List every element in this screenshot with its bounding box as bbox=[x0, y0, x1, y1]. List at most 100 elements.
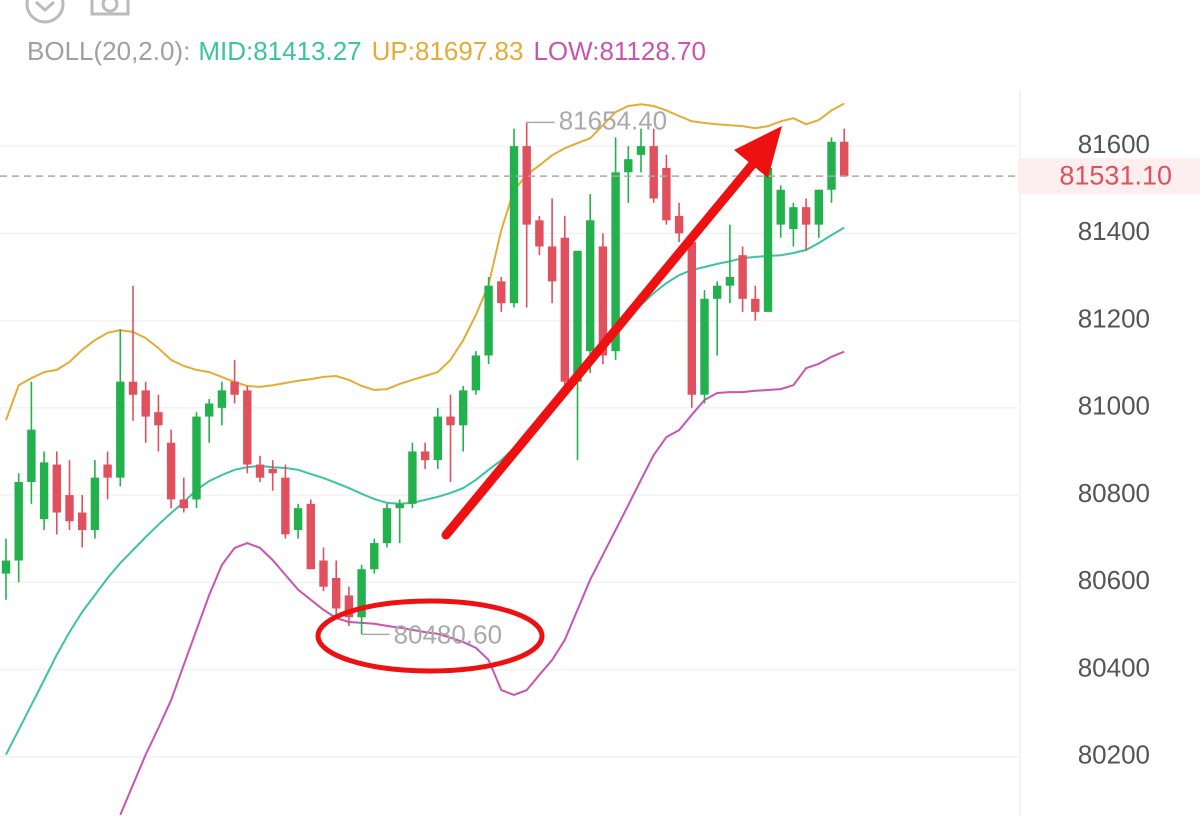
candle-body bbox=[192, 416, 201, 500]
candle-body bbox=[230, 381, 239, 395]
candle-body bbox=[814, 189, 823, 225]
legend-text: UP: bbox=[372, 36, 415, 66]
candle-body bbox=[382, 508, 392, 544]
y-tick-label: 81200 bbox=[1078, 303, 1150, 333]
candle-body bbox=[154, 412, 163, 426]
legend-text: 81697.83 bbox=[415, 36, 523, 66]
y-tick-label: 80800 bbox=[1078, 478, 1150, 508]
boll-line bbox=[119, 350, 845, 816]
current-price-box bbox=[1018, 158, 1200, 195]
y-tick-label: 80600 bbox=[1078, 565, 1150, 595]
candle-body bbox=[255, 464, 265, 478]
candle-body bbox=[586, 220, 595, 352]
candle-body bbox=[408, 451, 417, 504]
current-price-label: 81531.10 bbox=[1059, 160, 1172, 190]
candle-body bbox=[344, 595, 354, 618]
candle-body bbox=[547, 246, 557, 282]
trend-arrow bbox=[441, 160, 757, 540]
candle-body bbox=[484, 285, 493, 356]
icon-glyph bbox=[35, 0, 55, 13]
boll-line bbox=[5, 102, 845, 421]
boll-line bbox=[5, 226, 845, 756]
candle-body bbox=[776, 189, 785, 225]
y-tick-label: 81400 bbox=[1078, 216, 1150, 246]
candle-body bbox=[319, 560, 328, 587]
candle-body bbox=[141, 390, 150, 417]
candle-body bbox=[103, 464, 112, 478]
candle-body bbox=[395, 503, 404, 509]
y-tick-label: 81000 bbox=[1078, 391, 1150, 421]
candle-body bbox=[751, 298, 760, 312]
candle-body bbox=[39, 462, 49, 520]
candle-body bbox=[725, 276, 735, 286]
candle-body bbox=[713, 285, 722, 299]
candle-body bbox=[840, 141, 849, 177]
candle-body bbox=[662, 167, 671, 221]
candle-body bbox=[293, 508, 303, 530]
candle-body bbox=[636, 146, 646, 155]
candle-body bbox=[649, 146, 658, 199]
candle-body bbox=[827, 141, 836, 190]
candle-body bbox=[1, 560, 11, 574]
y-tick-label: 80200 bbox=[1078, 740, 1150, 770]
candle-body bbox=[281, 477, 290, 535]
candle-body bbox=[332, 577, 341, 609]
candle-body bbox=[624, 159, 633, 173]
icon[interactable] bbox=[90, 0, 130, 16]
candle-body bbox=[801, 207, 811, 225]
candle-body bbox=[128, 381, 138, 395]
legend-text: BOLL(20,2.0): bbox=[27, 36, 190, 66]
extreme-label: 81654.40 bbox=[559, 105, 667, 135]
candle-body bbox=[459, 390, 468, 426]
icon-glyph bbox=[101, 0, 119, 13]
candle-body bbox=[573, 250, 582, 382]
drawing-annotations bbox=[315, 126, 782, 674]
candle-body bbox=[166, 442, 176, 500]
candle-body bbox=[52, 464, 61, 513]
toolbar-icons bbox=[25, 0, 130, 24]
legend-text: 81128.70 bbox=[599, 36, 706, 66]
candle-body bbox=[687, 242, 696, 395]
candle-body bbox=[14, 481, 23, 561]
trend-arrow-head bbox=[734, 126, 782, 178]
candle-body bbox=[522, 146, 531, 225]
candle-body bbox=[763, 167, 773, 312]
candle-body bbox=[738, 255, 747, 299]
candle-body bbox=[205, 403, 214, 417]
legend-text: MID: bbox=[198, 36, 253, 66]
candle-body bbox=[535, 220, 544, 247]
candle-body bbox=[471, 355, 481, 391]
y-tick-label: 81600 bbox=[1078, 129, 1150, 159]
icon[interactable] bbox=[25, 0, 65, 24]
candle-body bbox=[179, 499, 188, 509]
candle-body bbox=[116, 381, 125, 478]
candle-body bbox=[674, 215, 684, 234]
candle-body bbox=[497, 281, 506, 304]
candle-body bbox=[560, 237, 569, 382]
candle-body bbox=[789, 207, 798, 230]
candle-body bbox=[90, 477, 100, 530]
candle-body bbox=[357, 569, 366, 618]
candle-body bbox=[370, 543, 379, 570]
y-tick-label: 80400 bbox=[1078, 652, 1150, 682]
candle-body bbox=[78, 512, 87, 530]
candle-body bbox=[306, 503, 315, 570]
extreme-label: 80480.60 bbox=[394, 619, 502, 649]
candle-body bbox=[65, 495, 74, 522]
candle-body bbox=[268, 468, 277, 474]
candle-body bbox=[509, 146, 519, 304]
candle-body bbox=[446, 416, 455, 426]
legend-text: 81413.27 bbox=[253, 36, 361, 66]
highlight-ellipse bbox=[315, 598, 545, 674]
candle-body bbox=[217, 390, 227, 408]
candle-body bbox=[243, 390, 252, 465]
candle-body bbox=[700, 298, 709, 395]
candle-body bbox=[611, 172, 620, 352]
candle-body bbox=[598, 246, 608, 356]
legend-text: LOW: bbox=[533, 36, 599, 66]
candle-body bbox=[420, 451, 430, 461]
candle-body bbox=[27, 429, 36, 482]
candle-body bbox=[433, 416, 442, 461]
